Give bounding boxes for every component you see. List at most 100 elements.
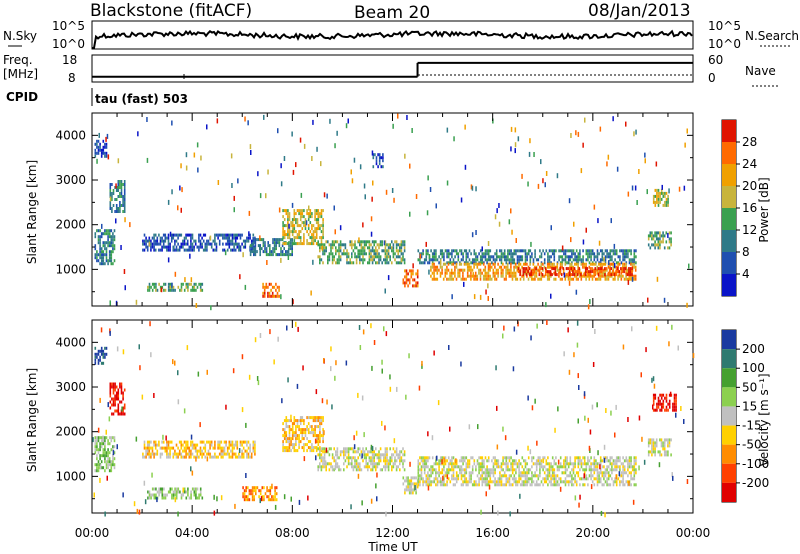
power-colorbar-label: Power [dB] <box>757 177 771 242</box>
freq-tick-top: 18 <box>62 53 77 67</box>
scattered-echoes <box>96 113 690 311</box>
power-ylabel: Slant Range [km] <box>25 160 39 264</box>
ytick-label-3: 4000 <box>55 335 86 349</box>
xtick-label-1: 04:00 <box>175 526 210 540</box>
echo-region-7 <box>317 447 406 472</box>
echo-region-12 <box>430 262 637 281</box>
ytick-label-1: 2000 <box>55 425 86 439</box>
colorbar-tick-7: -200 <box>742 476 769 490</box>
colorbar-swatch-0 <box>722 274 736 296</box>
echo-region-5 <box>262 282 280 298</box>
echo-region-9 <box>417 456 637 487</box>
ytick-label-2: 3000 <box>55 380 86 394</box>
echo-region-4 <box>142 440 256 459</box>
colorbar-swatch-4 <box>722 186 736 208</box>
noise-right-tick-top: 10^5 <box>708 19 741 33</box>
power-echo-data <box>94 113 690 311</box>
noise-left-tick-top: 10^5 <box>52 19 85 33</box>
xtick-label-0: 00:00 <box>75 526 110 540</box>
velocity-echo-data <box>92 320 695 518</box>
colorbar-tick-4: 20 <box>742 179 757 193</box>
colorbar-swatch-1 <box>722 349 736 369</box>
noise-panel-frame <box>91 20 694 50</box>
velocity-x-ticks: 00:00 04:00 08:00 12:00 16:00 20:00 00:00 <box>75 320 711 540</box>
echo-region-11 <box>417 249 637 265</box>
echo-region-2 <box>94 139 108 158</box>
echo-region-11 <box>652 393 677 412</box>
colorbar-tick-4: -15 <box>742 419 762 433</box>
freq-unit-label: [MHz] <box>3 67 38 81</box>
xtick-label-5: 20:00 <box>576 526 611 540</box>
colorbar-swatch-7 <box>722 120 736 142</box>
cpid-label: CPID <box>6 90 38 104</box>
colorbar-tick-5: -50 <box>742 438 762 452</box>
echo-region-0 <box>94 229 116 266</box>
nave-tick-bottom: 0 <box>708 71 716 85</box>
echo-region-10 <box>647 438 672 457</box>
ytick-label-1: 2000 <box>55 218 86 232</box>
echo-region-14 <box>647 231 672 250</box>
echo-region-10 <box>402 269 419 288</box>
echo-region-1 <box>109 382 126 416</box>
colorbar-swatch-4 <box>722 406 736 426</box>
power-x-ticks <box>91 113 694 306</box>
xtick-label-3: 12:00 <box>375 526 410 540</box>
freq-panel-frame <box>91 54 694 83</box>
colorbar-swatch-8 <box>722 482 736 502</box>
colorbar-swatch-2 <box>722 230 736 252</box>
echo-region-13 <box>517 267 633 277</box>
colorbar-tick-5: 24 <box>742 157 757 171</box>
echo-region-0 <box>94 436 116 473</box>
colorbar-tick-0: 200 <box>742 342 765 356</box>
colorbar-tick-3: 15 <box>742 399 757 413</box>
echo-region-8 <box>317 240 406 265</box>
scattered-echoes <box>92 320 695 518</box>
power-y-axis: 1000 2000 3000 4000 <box>55 128 693 293</box>
colorbar-swatch-5 <box>722 164 736 186</box>
colorbar-swatch-7 <box>722 463 736 483</box>
freq-label: Freq. <box>3 53 33 67</box>
velocity-colorbar: 200 100 50 15 -15 -50 -100 -200 <box>721 329 769 503</box>
colorbar-tick-0: 4 <box>742 267 750 281</box>
noise-right-label: N.Search <box>745 29 799 43</box>
velocity-ylabel: Slant Range [km] <box>25 368 39 472</box>
freq-tick-bottom: 8 <box>68 71 76 85</box>
nave-tick-top: 60 <box>708 53 723 67</box>
echo-region-1 <box>109 180 126 213</box>
colorbar-swatch-5 <box>722 425 736 445</box>
echo-region-2 <box>94 346 108 365</box>
colorbar-swatch-0 <box>722 330 736 350</box>
colorbar-tick-2: 12 <box>742 223 757 237</box>
colorbar-swatch-2 <box>722 368 736 388</box>
station-title: Blackstone (fitACF) <box>90 1 252 21</box>
colorbar-swatch-6 <box>722 142 736 164</box>
noise-sky-trace <box>92 29 693 49</box>
xtick-label-4: 16:00 <box>475 526 510 540</box>
colorbar-tick-1: 8 <box>742 245 750 259</box>
velocity-y-axis: 1000 2000 3000 4000 <box>55 335 693 500</box>
colorbar-tick-1: 100 <box>742 361 765 375</box>
colorbar-swatch-3 <box>722 208 736 230</box>
colorbar-tick-3: 16 <box>742 201 757 215</box>
power-panel: 1000 2000 3000 4000 Slant Range [km] <box>25 112 694 311</box>
xtick-label-2: 08:00 <box>275 526 310 540</box>
noise-right-tick-bottom: 10^0 <box>708 37 741 51</box>
ytick-label-0: 1000 <box>55 469 86 483</box>
noise-left-tick-bottom: 10^0 <box>52 37 85 51</box>
echo-region-7 <box>282 209 324 246</box>
ytick-label-2: 3000 <box>55 173 86 187</box>
velocity-colorbar-label: Velocity [m s⁻¹] <box>757 373 771 466</box>
colorbar-swatch-1 <box>722 252 736 274</box>
ytick-label-3: 4000 <box>55 128 86 142</box>
beam-title: Beam 20 <box>354 3 430 23</box>
nave-label: Nave <box>745 64 776 78</box>
colorbar-tick-2: 50 <box>742 380 757 394</box>
noise-left-label: N.Sky <box>3 29 37 43</box>
echo-region-9 <box>372 153 384 169</box>
echo-region-5 <box>242 486 278 502</box>
xtick-label-6: 00:00 <box>676 526 711 540</box>
echo-region-15 <box>652 188 669 207</box>
ytick-label-0: 1000 <box>55 262 86 276</box>
